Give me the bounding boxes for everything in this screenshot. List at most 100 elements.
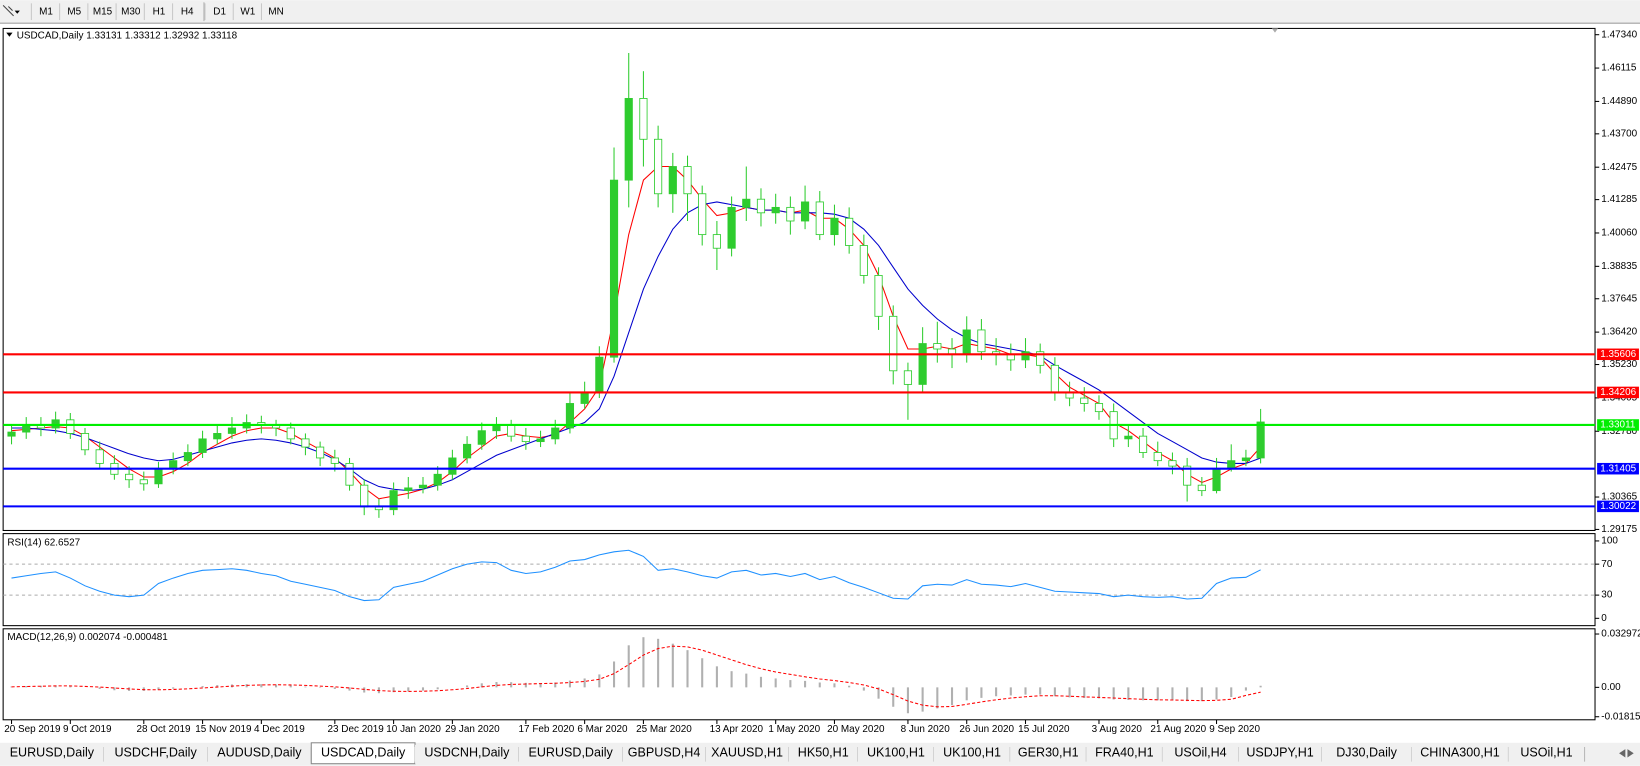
candle-body [815,201,824,236]
chart-tab[interactable]: USOil,H4 [1162,744,1240,764]
tab-label[interactable]: GBPUSD,H4 [628,746,701,760]
tab-bg [207,744,312,764]
chart-tab[interactable]: GER30,H1 [1010,744,1087,764]
timeframe-label[interactable]: D1 [213,6,226,17]
candle-body [786,206,795,222]
timeframe-button[interactable]: MN [260,3,284,21]
dropdown-arrow[interactable] [14,10,20,14]
tab-label[interactable]: USOil,H1 [1520,746,1572,760]
timeframe-label[interactable]: H1 [153,6,166,17]
candle-body [286,427,295,440]
timeframe-button[interactable]: M1 [30,3,53,21]
candle-body [1227,460,1236,470]
timeframe-button[interactable]: H1 [143,3,166,21]
candle-body [360,484,369,508]
candle-body [507,424,516,437]
timeframe-button[interactable]: W1 [232,3,256,21]
signal-line [11,645,1261,708]
chart-tab[interactable]: AUDUSD,Daily [207,744,312,764]
tab-label[interactable]: UK100,H1 [943,746,1001,760]
chart-tab[interactable]: EURUSD,Daily [518,744,624,764]
tab-label[interactable]: EURUSD,Daily [528,746,613,760]
timeframe-button[interactable]: M30 [115,3,141,21]
tab-label[interactable]: USDJPY,H1 [1246,746,1313,760]
candle-body [1021,351,1030,361]
chart-tab[interactable]: FRA40,H1 [1086,744,1163,764]
tab-label[interactable]: USDCAD,Daily [321,746,406,760]
tab-label[interactable]: DJ30,Daily [1336,746,1397,760]
candle-body [1138,435,1148,453]
y-tick-label: 0.00 [1601,682,1621,693]
tab-label[interactable]: USDCNH,Daily [424,746,510,760]
candle-body [654,138,663,195]
chart-tab[interactable]: CHINA300,H1 [1411,744,1509,764]
tab-bg [934,744,1011,764]
tab-label[interactable]: USOil,H4 [1174,746,1226,760]
tab-label[interactable]: CHINA300,H1 [1420,746,1500,760]
tab-label[interactable]: HK50,H1 [798,746,849,760]
tab-label[interactable]: XAUUSD,H1 [711,746,783,760]
candle-body [1256,421,1265,459]
tab-bg [1238,744,1322,764]
x-tick-label: 15 Nov 2019 [195,724,252,735]
candle-body [580,392,589,404]
chart-tab[interactable]: DJ30,Daily [1321,744,1413,764]
tab-scroll-arrows[interactable] [1619,749,1634,758]
main-panel [2,27,1596,531]
candle-body [1212,468,1221,492]
tab-label[interactable]: UK100,H1 [867,746,925,760]
candle-body [845,217,854,246]
rsi-line [11,549,1261,602]
timeframe-label[interactable]: M15 [93,6,113,17]
y-tick-label: 1.36420 [1601,327,1637,338]
timeframe-label[interactable]: M1 [39,6,53,17]
x-tick-label: 1 May 2020 [768,724,820,735]
tab-bg [1162,744,1239,764]
tab-label[interactable]: EURUSD,Daily [10,746,95,760]
tab-label[interactable]: AUDUSD,Daily [217,746,302,760]
moving-average [11,201,1261,492]
timeframe-button[interactable]: D1 [204,3,226,21]
timeframe-label[interactable]: MN [268,6,283,17]
chart-tab[interactable]: USDCHF,Daily [103,744,209,764]
chart-tab[interactable]: EURUSD,Daily [0,744,105,764]
candle-body [227,427,237,434]
chart-tab[interactable]: USDCNH,Daily [415,744,520,764]
y-tick-label: 1.29175 [1601,524,1637,535]
level-tag [1597,462,1639,475]
y-tick-label: 0 [1601,613,1607,624]
chart-tab[interactable]: USDCAD,Daily [310,742,416,765]
chart-tab[interactable]: USDJPY,H1 [1238,744,1323,764]
chart-tab[interactable]: UK100,H1 [934,744,1011,764]
level-tag [1597,386,1639,399]
y-tick-label: 1.44890 [1601,96,1637,107]
tab-bg [1411,744,1509,764]
x-tick-label: 28 Oct 2019 [136,724,191,735]
chart-tab[interactable]: HK50,H1 [788,744,859,764]
x-tick-label: 15 Jul 2020 [1018,724,1070,735]
chart-tab[interactable]: GBPUSD,H4 [622,744,707,764]
candle-body [463,443,472,459]
tab-label[interactable]: GER30,H1 [1018,746,1079,760]
chart-tab[interactable]: XAUUSD,H1 [705,744,790,764]
tab-bg [1010,744,1087,764]
tab-label[interactable]: FRA40,H1 [1095,746,1154,760]
timeframe-label[interactable]: H4 [181,6,194,17]
level-tag [1597,500,1639,513]
timeframe-button[interactable]: M15 [87,3,113,21]
chart-tab[interactable]: USOil,H1 [1508,744,1586,764]
timeframe-button[interactable]: M5 [59,3,82,21]
timeframe-label[interactable]: M5 [67,6,81,17]
tab-label[interactable]: USDCHF,Daily [114,746,197,760]
macd-title: MACD(12,26,9) 0.002074 -0.000481 [7,632,168,643]
level-label: 1.30022 [1600,501,1636,512]
candle-body [874,275,883,317]
timeframe-label[interactable]: W1 [240,6,255,17]
chart-tab[interactable]: UK100,H1 [857,744,935,764]
timeframe-button[interactable]: H4 [172,3,194,21]
timeframe-label[interactable]: M30 [121,6,141,17]
x-tick-label: 9 Sep 2020 [1209,724,1260,735]
crosshair-icon[interactable] [2,5,14,17]
candle-body [683,166,692,195]
